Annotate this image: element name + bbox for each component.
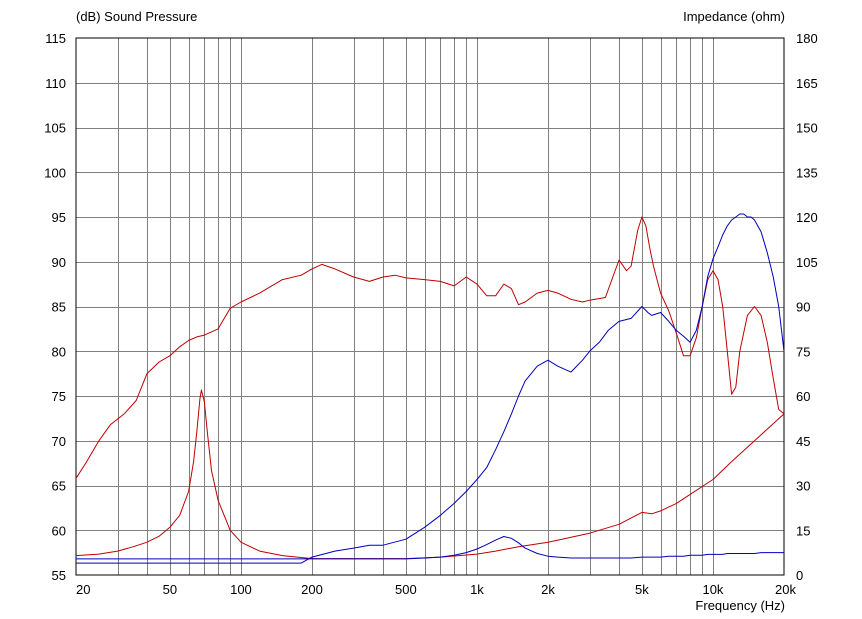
- x-tick-label: 500: [395, 582, 417, 597]
- grid-lines: [76, 38, 784, 575]
- x-tick-label: 200: [301, 582, 323, 597]
- x-axis-ticks: 20 50 100 200 500 1k 2k 5k 10k 20k: [76, 582, 796, 597]
- x-tick-label: 100: [230, 582, 252, 597]
- y-tick-label-right: 180: [796, 31, 818, 46]
- y-tick-label-left: 90: [52, 255, 66, 270]
- plot-frame: [75, 37, 785, 576]
- series-line-blue-right: [76, 213, 785, 564]
- series-line-red-left: [75, 216, 785, 479]
- y-tick-label-left: 85: [52, 300, 66, 315]
- y-tick-label-right: 150: [796, 121, 818, 136]
- x-tick-label: 5k: [635, 582, 649, 597]
- y-tick-label-left: 60: [52, 523, 66, 538]
- x-tick-label: 20: [76, 582, 90, 597]
- y-tick-label-right: 105: [796, 255, 818, 270]
- y-tick-label-right: 165: [796, 76, 818, 91]
- y-tick-label-right: 45: [796, 434, 810, 449]
- x-tick-label: 1k: [470, 582, 484, 597]
- y-tick-label-right: 60: [796, 389, 810, 404]
- series-line-red-right: [75, 389, 785, 560]
- y-tick-label-right: 30: [796, 479, 810, 494]
- y-tick-label-left: 100: [44, 165, 66, 180]
- y-tick-label-left: 80: [52, 344, 66, 359]
- x-axis-label: Frequency (Hz): [695, 598, 785, 613]
- y-tick-label-left: 75: [52, 389, 66, 404]
- left-axis-ticks: 55 60 65 70 75 80 85 90 95 100 105 110 115: [44, 31, 66, 583]
- y-tick-label-left: 115: [45, 31, 66, 46]
- y-tick-label-right: 0: [796, 568, 803, 583]
- y-tick-label-left: 105: [44, 121, 66, 136]
- x-tick-label: 20k: [775, 582, 796, 597]
- x-tick-label: 2k: [541, 582, 555, 597]
- y-tick-label-right: 120: [796, 210, 818, 225]
- y-tick-label-right: 15: [796, 523, 810, 538]
- y-tick-label-left: 70: [52, 434, 66, 449]
- x-tick-label: 50: [163, 582, 177, 597]
- y-tick-label-left: 55: [52, 568, 66, 583]
- y-tick-label-right: 75: [796, 344, 810, 359]
- y-tick-label-left: 65: [52, 479, 66, 494]
- y-tick-label-left: 110: [45, 76, 66, 91]
- series-layer: [75, 213, 785, 564]
- y-tick-label-right: 90: [796, 300, 810, 315]
- left-axis-label: (dB) Sound Pressure: [76, 9, 197, 24]
- y-tick-label-right: 135: [796, 165, 818, 180]
- series-line-blue-left: [76, 536, 784, 560]
- right-axis-ticks: 0 15 30 45 60 75 90 105 120 135 150 165 180: [796, 31, 818, 583]
- right-axis-label: Impedance (ohm): [683, 9, 785, 24]
- x-tick-label: 10k: [702, 582, 723, 597]
- y-tick-label-left: 95: [52, 210, 66, 225]
